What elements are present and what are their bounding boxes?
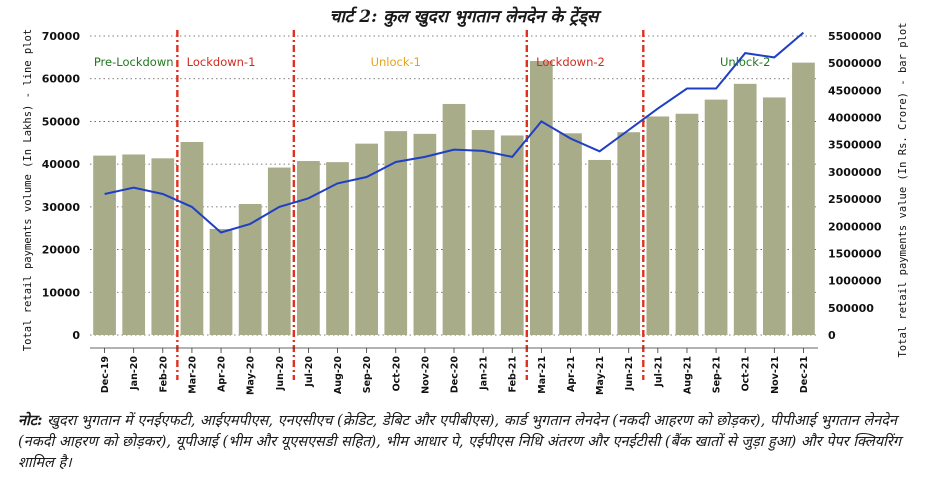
phase-label: Unlock-2: [720, 55, 770, 69]
bar: [442, 103, 466, 335]
bar: [122, 154, 146, 335]
bar: [413, 133, 437, 335]
right-axis-title: Total retail payments value (In Rs. Cror…: [897, 22, 909, 357]
left-tick-label: 10000: [42, 286, 81, 299]
left-tick-label: 30000: [42, 201, 81, 214]
phase-label: Pre-Lockdown: [94, 55, 174, 69]
footnote: नोट: खुदरा भुगतान में एनईएफटी, आईएमपीएस,…: [18, 410, 913, 474]
bar: [704, 99, 728, 335]
left-tick-label: 50000: [42, 115, 81, 128]
phase-boundaries: [176, 30, 645, 380]
right-tick-label: 2500000: [828, 193, 882, 206]
right-tick-label: 5000000: [828, 57, 882, 70]
right-tick-label: 1000000: [828, 275, 882, 288]
x-tick-label: Nov-21: [770, 356, 781, 394]
right-tick-label: 4500000: [828, 84, 882, 97]
x-tick-label: May-21: [595, 356, 606, 395]
left-tick-label: 0: [72, 329, 80, 342]
bar: [238, 203, 262, 335]
x-tick-label: Feb-21: [508, 356, 519, 393]
left-axis-title: Total retail payments volume (In Lakhs) …: [22, 29, 34, 351]
note-text: खुदरा भुगतान में एनईएफटी, आईएमपीएस, एनएस…: [18, 413, 901, 471]
right-tick-label: 3500000: [828, 139, 882, 152]
bar: [471, 130, 495, 335]
bar: [733, 83, 757, 335]
phase-label: Unlock-1: [371, 55, 421, 69]
right-tick-label: 4000000: [828, 112, 882, 125]
line-series: [104, 31, 805, 234]
x-tick-label: Sep-21: [712, 356, 723, 393]
bar: [151, 158, 175, 335]
x-tick-label: Jul-20: [304, 356, 315, 388]
x-tick-label: Oct-21: [741, 356, 752, 391]
annotations: Pre-Lockdown Lockdown-1 Unlock-1 Lockdown-2…: [94, 55, 771, 69]
bar: [93, 155, 116, 335]
right-tick-label: 500000: [828, 302, 874, 315]
combo-chart: 0 10000 20000 30000 40000 50000 60000 70000 0 500…: [22, 22, 909, 394]
bar: [209, 228, 233, 335]
x-tick-label: Jan-20: [129, 356, 140, 391]
x-tick-label: Jun-20: [275, 356, 286, 392]
bar: [384, 131, 408, 335]
left-tick-label: 40000: [42, 158, 81, 171]
chart-title: चार्ट 2: कुल खुदरा भुगतान लेनदेन के ट्रे…: [329, 7, 599, 27]
phase-label: Lockdown-1: [187, 55, 256, 69]
bar: [355, 143, 378, 335]
right-tick-label: 2000000: [828, 220, 882, 233]
note-label: नोट:: [18, 412, 43, 429]
x-tick-label: Mar-21: [537, 356, 548, 394]
x-tick-label: Sep-20: [362, 356, 373, 394]
axes: 0 10000 20000 30000 40000 50000 60000 70000 0 500…: [22, 22, 909, 394]
right-tick-label: 1500000: [828, 247, 882, 260]
bar: [559, 133, 582, 335]
bar: [500, 135, 524, 335]
bar: [180, 142, 204, 335]
x-tick-label: Jun-21: [624, 356, 635, 391]
bar: [530, 61, 553, 336]
bar: [267, 167, 291, 335]
phase-label: Lockdown-2: [536, 55, 605, 69]
x-tick-label: Apr-21: [566, 356, 577, 392]
x-tick-label: Nov-20: [420, 356, 431, 394]
bar-series: [93, 61, 815, 336]
x-tick-label: Jul-21: [653, 356, 664, 388]
x-tick-label: Feb-20: [158, 356, 169, 393]
left-tick-label: 70000: [42, 30, 81, 43]
x-tick-label: Apr-20: [217, 356, 228, 392]
x-tick-label: Dec-19: [100, 356, 111, 393]
bar: [588, 159, 611, 335]
bar: [617, 132, 641, 335]
bar: [792, 62, 815, 335]
bar: [326, 162, 349, 335]
left-tick-label: 20000: [42, 244, 81, 257]
x-tick-label: Dec-20: [450, 356, 461, 394]
bar: [646, 116, 670, 335]
x-tick-label: Aug-20: [333, 356, 344, 394]
bar: [762, 97, 786, 335]
bar: [675, 113, 699, 336]
volume-line: [104, 31, 805, 234]
x-tick-label: Jan-21: [479, 356, 490, 391]
left-tick-label: 60000: [42, 73, 81, 86]
right-tick-label: 3000000: [828, 166, 882, 179]
x-tick-label: Dec-21: [799, 356, 810, 393]
x-tick-label: Oct-20: [391, 356, 402, 392]
x-tick-label: Mar-20: [187, 356, 198, 394]
right-tick-label: 5500000: [828, 30, 882, 43]
x-tick-label: May-20: [246, 356, 257, 395]
right-tick-label: 0: [828, 329, 836, 342]
x-tick-label: Aug-21: [682, 356, 693, 394]
bar: [297, 161, 320, 335]
